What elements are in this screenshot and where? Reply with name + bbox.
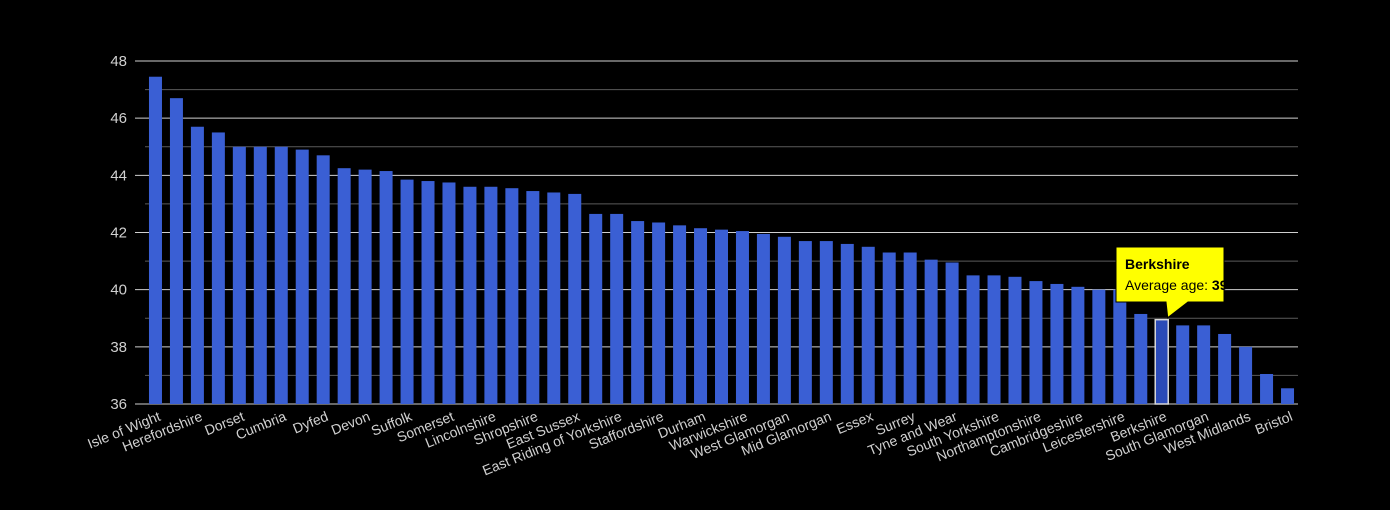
bar[interactable]	[1071, 286, 1085, 404]
tooltip-box	[1115, 246, 1225, 319]
bar[interactable]	[1154, 318, 1169, 405]
tooltip-value: 39	[1212, 277, 1228, 293]
y-tick-label: 44	[110, 167, 127, 184]
bar[interactable]	[819, 241, 833, 404]
bar[interactable]	[505, 188, 519, 404]
bar[interactable]	[1050, 283, 1064, 404]
bars	[148, 76, 1295, 405]
bar[interactable]	[1029, 281, 1043, 404]
bar[interactable]	[777, 236, 791, 404]
y-tick-label: 40	[110, 282, 127, 299]
bar[interactable]	[1176, 325, 1190, 404]
y-tick-label: 38	[110, 339, 127, 356]
bar[interactable]	[945, 262, 959, 404]
y-axis: 36 38 40 42 44 46 48	[110, 53, 127, 413]
bar[interactable]	[568, 193, 582, 404]
tooltip: Berkshire Average age: 39	[1115, 246, 1228, 319]
bar[interactable]	[1197, 325, 1211, 404]
bar[interactable]	[1092, 289, 1106, 404]
bar[interactable]	[840, 243, 854, 404]
bar[interactable]	[484, 186, 498, 404]
bar[interactable]	[232, 146, 246, 404]
y-tick-label: 36	[110, 396, 127, 413]
bar[interactable]	[1008, 276, 1022, 404]
bar[interactable]	[274, 146, 288, 404]
bar[interactable]	[589, 213, 603, 404]
bar[interactable]	[610, 213, 624, 404]
bar[interactable]	[547, 192, 561, 404]
bar[interactable]	[861, 246, 875, 404]
bar[interactable]	[148, 76, 162, 405]
bar[interactable]	[1281, 388, 1295, 404]
bar[interactable]	[1113, 289, 1127, 404]
bar[interactable]	[882, 252, 896, 404]
bar[interactable]	[987, 275, 1001, 404]
bar[interactable]	[652, 222, 666, 404]
bar[interactable]	[463, 186, 477, 404]
bar[interactable]	[1239, 346, 1253, 404]
bar[interactable]	[379, 171, 393, 404]
bar[interactable]	[694, 228, 708, 404]
bar[interactable]	[715, 229, 728, 404]
bar[interactable]	[756, 233, 770, 404]
bar[interactable]	[924, 259, 938, 404]
y-tick-label: 48	[110, 53, 127, 70]
bar[interactable]	[966, 275, 980, 404]
bar[interactable]	[253, 146, 267, 404]
bar[interactable]	[1260, 373, 1274, 404]
bar[interactable]	[735, 231, 749, 404]
bar[interactable]	[798, 241, 812, 404]
bar[interactable]	[169, 98, 183, 405]
bar[interactable]	[316, 155, 330, 404]
tooltip-label: Average age:	[1125, 277, 1212, 293]
bar[interactable]	[358, 169, 372, 404]
bar[interactable]	[442, 182, 456, 404]
bar[interactable]	[190, 126, 204, 404]
bar[interactable]	[526, 191, 540, 404]
bar[interactable]	[211, 132, 225, 405]
bar[interactable]	[337, 168, 351, 404]
y-tick-label: 46	[110, 110, 127, 127]
bar[interactable]	[1218, 333, 1232, 404]
bar[interactable]	[673, 225, 687, 404]
bar[interactable]	[295, 149, 309, 404]
tooltip-value-line: Average age: 39	[1125, 277, 1228, 293]
y-tick-label: 42	[110, 225, 127, 242]
bar[interactable]	[400, 179, 414, 404]
tooltip-name: Berkshire	[1125, 256, 1190, 272]
bar[interactable]	[421, 181, 435, 404]
bar[interactable]	[631, 221, 645, 404]
bar[interactable]	[1134, 313, 1148, 404]
bar[interactable]	[903, 252, 917, 404]
